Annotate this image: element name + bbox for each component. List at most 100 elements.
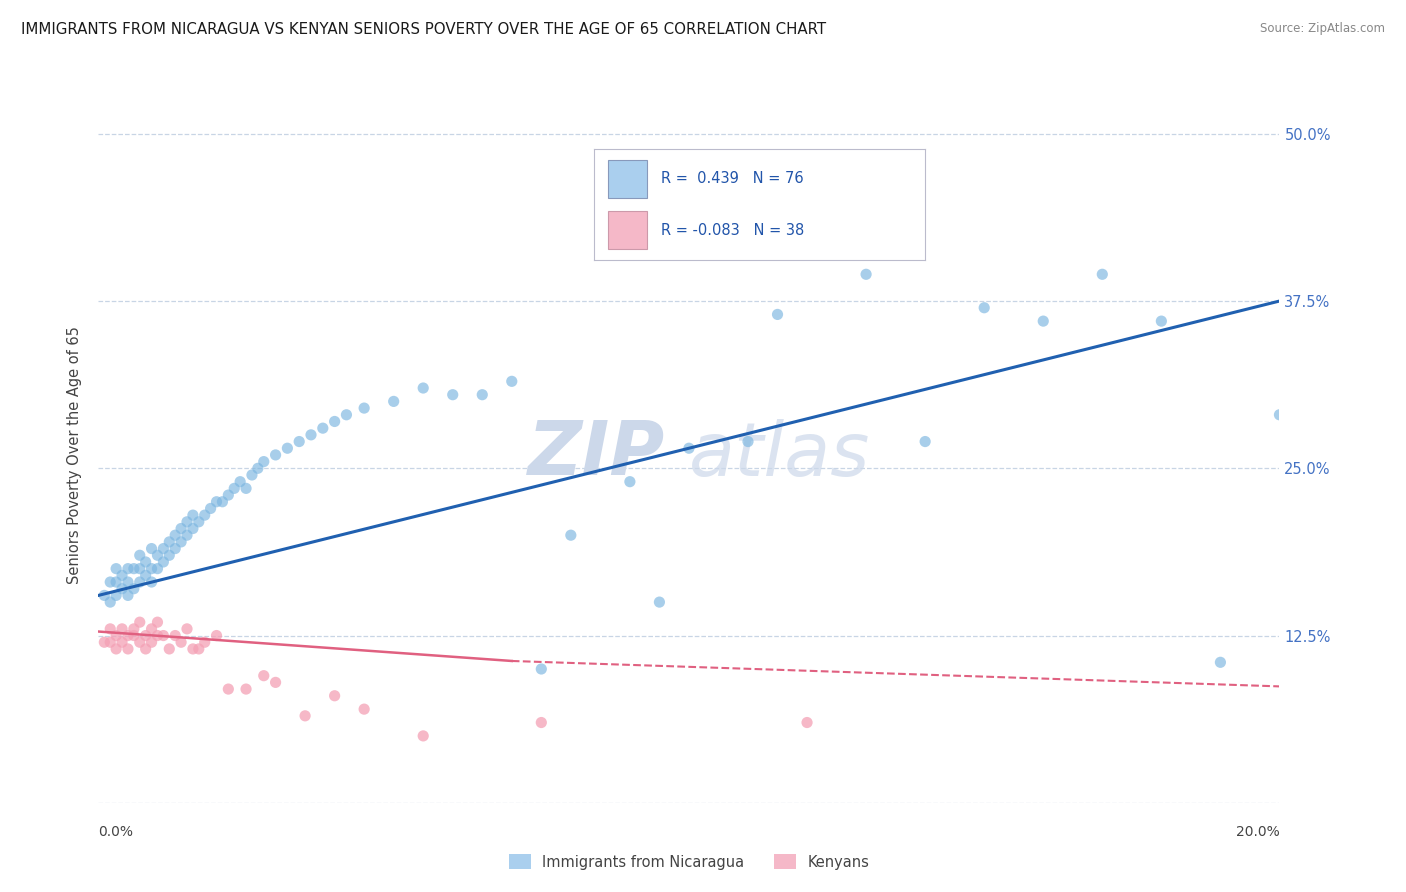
- Text: atlas: atlas: [689, 419, 870, 491]
- Point: [855, 268, 877, 282]
- Point: [128, 575, 150, 590]
- Point: [276, 442, 298, 456]
- Point: [176, 528, 198, 542]
- Point: [152, 541, 174, 556]
- Point: [117, 575, 139, 590]
- Point: [229, 475, 252, 489]
- Point: [117, 628, 139, 642]
- Point: [1150, 314, 1173, 328]
- Point: [294, 708, 316, 723]
- Point: [181, 508, 204, 523]
- Point: [205, 494, 228, 508]
- Point: [353, 702, 375, 716]
- Point: [176, 622, 198, 636]
- Point: [323, 415, 346, 429]
- Point: [122, 562, 145, 576]
- Point: [246, 461, 269, 475]
- Point: [217, 681, 239, 696]
- Point: [93, 635, 115, 649]
- Point: [105, 562, 128, 576]
- Point: [141, 622, 163, 636]
- Point: [111, 568, 134, 582]
- Point: [135, 568, 157, 582]
- Point: [766, 307, 789, 322]
- Point: [312, 421, 335, 435]
- Point: [98, 635, 121, 649]
- Point: [176, 515, 198, 529]
- Point: [382, 394, 405, 409]
- Point: [914, 434, 936, 449]
- Point: [217, 488, 239, 502]
- Point: [288, 434, 311, 449]
- Point: [253, 455, 276, 469]
- Point: [128, 635, 150, 649]
- Point: [205, 628, 228, 642]
- Point: [1032, 314, 1054, 328]
- Point: [141, 635, 163, 649]
- Point: [111, 622, 134, 636]
- Point: [146, 628, 169, 642]
- Text: IMMIGRANTS FROM NICARAGUA VS KENYAN SENIORS POVERTY OVER THE AGE OF 65 CORRELATI: IMMIGRANTS FROM NICARAGUA VS KENYAN SENI…: [21, 22, 827, 37]
- Point: [211, 494, 233, 508]
- Point: [235, 681, 257, 696]
- Point: [117, 562, 139, 576]
- Point: [412, 729, 434, 743]
- Point: [105, 589, 128, 603]
- Point: [146, 615, 169, 630]
- Point: [165, 628, 187, 642]
- Point: [441, 388, 464, 402]
- Point: [264, 675, 287, 690]
- Point: [105, 628, 128, 642]
- Point: [146, 562, 169, 576]
- Legend: Immigrants from Nicaragua, Kenyans: Immigrants from Nicaragua, Kenyans: [503, 848, 875, 876]
- Point: [1268, 408, 1291, 422]
- Text: 20.0%: 20.0%: [1236, 825, 1279, 839]
- Point: [737, 434, 759, 449]
- Point: [170, 535, 193, 549]
- Point: [141, 562, 163, 576]
- Point: [181, 521, 204, 535]
- Point: [181, 642, 204, 657]
- Point: [471, 388, 494, 402]
- Point: [93, 589, 115, 603]
- Point: [111, 635, 134, 649]
- Point: [299, 428, 322, 442]
- Text: Source: ZipAtlas.com: Source: ZipAtlas.com: [1260, 22, 1385, 36]
- Point: [165, 528, 187, 542]
- Point: [105, 642, 128, 657]
- Point: [187, 515, 209, 529]
- Point: [884, 207, 907, 221]
- Point: [560, 528, 582, 542]
- Point: [235, 482, 257, 496]
- Point: [335, 408, 357, 422]
- Point: [98, 575, 121, 590]
- Point: [98, 595, 121, 609]
- Point: [353, 401, 375, 416]
- Point: [128, 615, 150, 630]
- Point: [194, 508, 217, 523]
- Point: [200, 501, 222, 516]
- Point: [128, 562, 150, 576]
- Point: [170, 635, 193, 649]
- Point: [117, 589, 139, 603]
- Point: [1091, 268, 1114, 282]
- Point: [170, 521, 193, 535]
- Point: [412, 381, 434, 395]
- Point: [157, 642, 180, 657]
- Point: [165, 541, 187, 556]
- Point: [152, 628, 174, 642]
- Point: [323, 689, 346, 703]
- Point: [157, 548, 180, 563]
- Point: [141, 541, 163, 556]
- Point: [240, 468, 263, 483]
- Text: 0.0%: 0.0%: [98, 825, 134, 839]
- Point: [122, 622, 145, 636]
- Point: [122, 628, 145, 642]
- Point: [973, 301, 995, 315]
- Point: [135, 642, 157, 657]
- Point: [1209, 655, 1232, 669]
- Point: [264, 448, 287, 462]
- Point: [128, 548, 150, 563]
- Point: [530, 715, 553, 730]
- Point: [253, 669, 276, 683]
